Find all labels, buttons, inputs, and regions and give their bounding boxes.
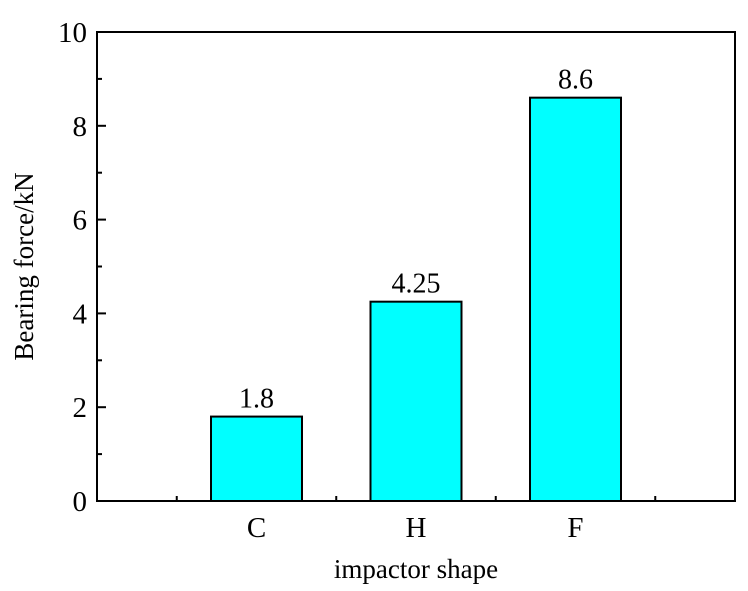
bar-H — [369, 300, 463, 502]
y-tick-label: 0 — [73, 486, 88, 518]
y-tick-label: 4 — [73, 298, 88, 330]
data-label-H: 4.25 — [392, 269, 441, 300]
x-tick-label-H: H — [406, 512, 427, 544]
bar-F — [529, 96, 622, 502]
plot-area-frame — [96, 31, 736, 502]
y-tick-label: 8 — [73, 111, 88, 143]
y-tick-label: 10 — [58, 17, 87, 49]
bar-C — [210, 415, 303, 502]
x-tick-label-C: C — [247, 512, 266, 544]
data-label-F: 8.6 — [558, 65, 593, 96]
x-axis-title: impactor shape — [334, 554, 498, 584]
y-axis-tick-labels: 0 2 4 6 8 10 — [58, 17, 88, 518]
bars — [210, 96, 622, 502]
y-tick-label: 2 — [73, 392, 88, 424]
y-axis-ticks — [97, 31, 106, 502]
x-tick-label-F: F — [567, 512, 583, 544]
data-labels: 1.8 4.25 8.6 — [239, 65, 593, 415]
y-axis-title: Bearing force/kN — [9, 172, 39, 360]
y-tick-label: 6 — [73, 205, 88, 237]
data-label-C: 1.8 — [239, 384, 274, 415]
